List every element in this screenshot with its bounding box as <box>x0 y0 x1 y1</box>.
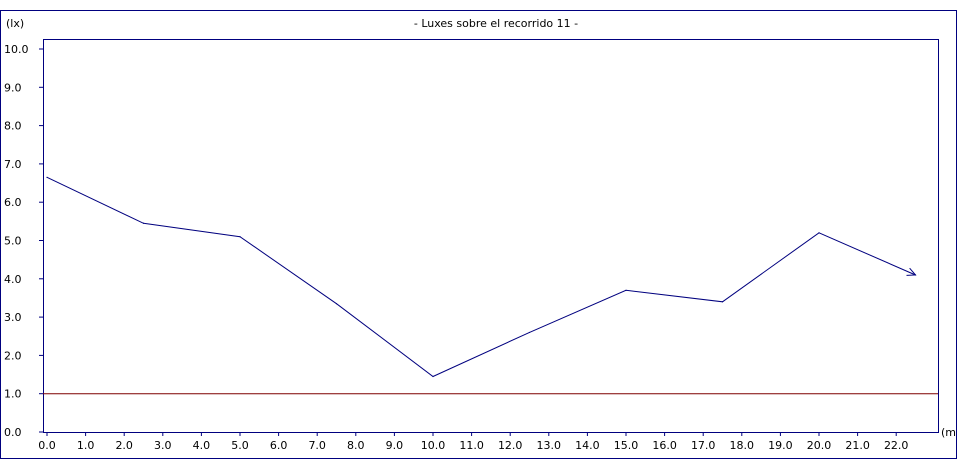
x-tick-label: 14.0 <box>575 439 600 452</box>
data-point <box>625 289 627 291</box>
y-tick-label: 9.0 <box>4 81 22 94</box>
x-tick-label: 4.0 <box>193 439 211 452</box>
chart-title: - Luxes sobre el recorrido 11 - <box>414 17 578 30</box>
x-tick-label: 2.0 <box>115 439 133 452</box>
plot-area: 0.0 1.0 2.0 3.0 4.0 5.0 6.0 7.0 8.0 9.0 10.0 0.0 1.0… <box>0 10 957 459</box>
y-tick-label: 7.0 <box>4 158 22 171</box>
x-tick-label: 5.0 <box>231 439 249 452</box>
x-tick-label: 6.0 <box>270 439 288 452</box>
data-point <box>142 222 145 224</box>
data-point <box>335 303 338 305</box>
x-tick-label: 9.0 <box>386 439 404 452</box>
y-tick-label: 4.0 <box>4 273 22 286</box>
data-point <box>46 176 48 178</box>
x-tick-label: 11.0 <box>459 439 484 452</box>
y-tick-label: 10.0 <box>4 43 29 56</box>
x-tick-label: 22.0 <box>884 439 909 452</box>
y-tick-label: 3.0 <box>4 311 22 324</box>
x-tick-label: 10.0 <box>421 439 446 452</box>
x-tick-label: 18.0 <box>730 439 755 452</box>
x-tick-label: 13.0 <box>537 439 562 452</box>
y-tick-label: 5.0 <box>4 235 22 248</box>
x-tick-label: 17.0 <box>691 439 716 452</box>
y-tick-label: 2.0 <box>4 349 22 362</box>
x-tick-label: 7.0 <box>308 439 326 452</box>
x-axis-unit-label: (m <box>941 426 956 439</box>
y-tick-label: 0.0 <box>4 426 22 439</box>
y-axis-unit-label: (lx) <box>6 17 24 30</box>
y-tick-label: 8.0 <box>4 120 22 133</box>
data-point <box>721 301 724 303</box>
data-point <box>432 375 434 378</box>
series-end-arrow <box>906 267 917 276</box>
x-tick-label: 15.0 <box>614 439 639 452</box>
x-tick-label: 3.0 <box>154 439 172 452</box>
data-point <box>528 331 531 334</box>
y-tick-label: 6.0 <box>4 196 22 209</box>
outer-frame <box>0 10 957 459</box>
x-tick-label: 21.0 <box>845 439 870 452</box>
x-tick-label: 1.0 <box>77 439 95 452</box>
series-line <box>46 176 916 378</box>
x-tick-label: 16.0 <box>652 439 677 452</box>
y-tick-label: 1.0 <box>4 388 22 401</box>
data-point <box>239 236 241 238</box>
x-tick-label: 19.0 <box>768 439 793 452</box>
data-point <box>818 232 820 234</box>
x-tick-label: 0.0 <box>38 439 56 452</box>
x-tick-label: 20.0 <box>807 439 832 452</box>
x-tick-label: 12.0 <box>498 439 523 452</box>
x-tick-label: 8.0 <box>347 439 365 452</box>
plot-frame <box>43 39 939 433</box>
